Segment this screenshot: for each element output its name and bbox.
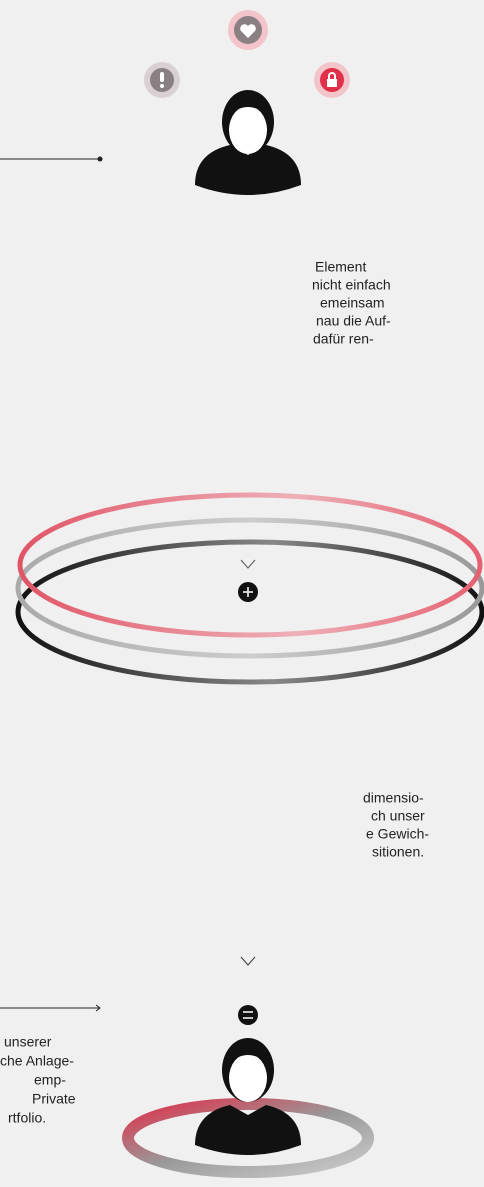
alert-icon [144,62,180,98]
text-line: dafür ren- [313,331,374,347]
text-line: emp- [34,1072,66,1088]
heart-icon [228,10,268,50]
diagram: Element nicht einfach emeinsam nau die A… [0,0,484,1187]
text-line: nicht einfach [312,277,391,293]
text-line: sitionen. [372,844,424,860]
text-block: unserer che Anlage- emp- Private rtfolio… [0,1034,76,1126]
plus-icon [238,582,258,602]
page: Element nicht einfach emeinsam nau die A… [0,0,484,1187]
text-line: nau die Auf- [316,313,391,329]
text-block: Element nicht einfach emeinsam nau die A… [312,259,391,347]
text-line: che Anlage- [0,1053,74,1069]
person-icon [195,90,301,195]
text-line: e Gewich- [366,826,429,842]
text-block: dimensio- ch unser e Gewich- sitionen. [363,790,429,860]
text-line: dimensio- [363,790,424,806]
text-line: Private [32,1091,76,1107]
text-line: rtfolio. [8,1110,46,1126]
text-line: Element [315,259,366,275]
text-line: ch unser [371,808,425,824]
equals-icon [238,1005,258,1025]
text-line: unserer [4,1034,52,1050]
person-icon [195,1038,301,1155]
connector-dot [98,157,103,162]
text-line: emeinsam [320,295,385,311]
lock-icon [314,62,350,98]
